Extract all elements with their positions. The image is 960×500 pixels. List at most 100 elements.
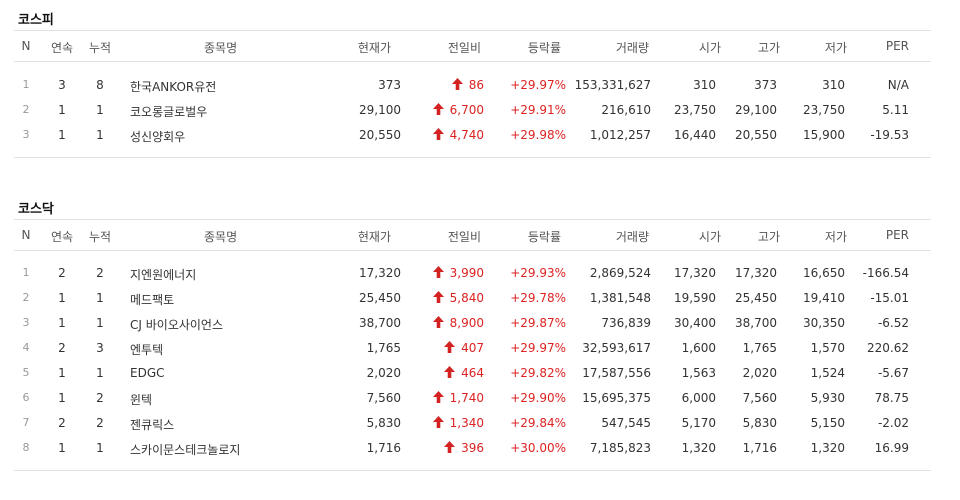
- low-price: 5,150: [810, 416, 845, 430]
- volume: 1,381,548: [589, 291, 651, 305]
- market-title: 코스닥: [18, 202, 54, 217]
- col-consecutive[interactable]: 연속: [50, 41, 74, 55]
- col-per[interactable]: PER: [885, 228, 909, 242]
- per-value: -15.01: [870, 291, 909, 305]
- cumulative-count: 1: [96, 291, 104, 305]
- up-arrow-icon: [444, 441, 456, 453]
- stock-name-link[interactable]: 성신양회우: [130, 130, 186, 144]
- change-rate: +29.97%: [510, 78, 566, 92]
- col-volume[interactable]: 거래량: [615, 41, 649, 55]
- high-price: 25,450: [735, 291, 777, 305]
- col-low[interactable]: 저가: [824, 41, 847, 55]
- volume: 15,695,375: [582, 391, 651, 405]
- open-price: 1,320: [681, 441, 716, 455]
- col-n: N: [21, 39, 31, 53]
- col-price[interactable]: 현재가: [357, 230, 391, 244]
- stock-name-link[interactable]: 윈텍: [130, 393, 153, 407]
- stock-name-link[interactable]: EDGC: [130, 366, 165, 380]
- change-rate: +29.97%: [510, 341, 566, 355]
- low-price: 23,750: [803, 103, 845, 117]
- change-value: 5,840: [432, 291, 484, 305]
- current-price: 5,830: [366, 416, 401, 430]
- change-amount: 3,990: [449, 266, 484, 280]
- col-cumulative[interactable]: 누적: [88, 41, 112, 55]
- high-price: 2,020: [742, 366, 777, 380]
- row-number: 3: [22, 316, 30, 329]
- col-rate[interactable]: 등락률: [527, 41, 561, 55]
- change-rate: +30.00%: [510, 441, 566, 455]
- open-price: 17,320: [674, 266, 716, 280]
- high-price: 38,700: [735, 316, 777, 330]
- volume: 216,610: [601, 103, 651, 117]
- table-row: 5 1 1 EDGC 2,020 464 +29.82% 17,587,556 1,563 2,0…: [14, 362, 931, 387]
- per-value: -5.67: [877, 366, 909, 380]
- cumulative-count: 1: [96, 103, 104, 117]
- col-change[interactable]: 전일비: [447, 230, 481, 244]
- stock-name-link[interactable]: 메드팩토: [130, 293, 175, 307]
- col-open[interactable]: 시가: [698, 230, 721, 244]
- col-volume[interactable]: 거래량: [615, 230, 649, 244]
- stock-name-link[interactable]: CJ 바이오사이언스: [130, 318, 224, 332]
- low-price: 1,320: [810, 441, 845, 455]
- cumulative-count: 1: [96, 128, 104, 142]
- up-arrow-icon: [432, 128, 444, 140]
- col-price[interactable]: 현재가: [357, 41, 391, 55]
- col-per[interactable]: PER: [885, 39, 909, 53]
- row-number: 5: [22, 366, 30, 379]
- col-cumulative[interactable]: 누적: [88, 230, 112, 244]
- cumulative-count: 1: [96, 366, 104, 380]
- up-arrow-icon: [432, 291, 444, 303]
- cumulative-count: 2: [96, 266, 104, 280]
- col-change[interactable]: 전일비: [447, 41, 481, 55]
- low-price: 16,650: [803, 266, 845, 280]
- table-header: N 연속 누적 종목명 현재가 전일비 등락률 거래량 시가 고가 저가 PER: [14, 30, 931, 62]
- table-row: 1 3 8 한국ANKOR유전 373 86 +29.97% 153,331,627 310 37…: [14, 74, 931, 99]
- current-price: 17,320: [359, 266, 401, 280]
- high-price: 29,100: [735, 103, 777, 117]
- change-value: 407: [444, 341, 484, 355]
- stock-name-link[interactable]: 지엔원에너지: [130, 268, 197, 282]
- current-price: 20,550: [359, 128, 401, 142]
- up-arrow-icon: [432, 416, 444, 428]
- current-price: 7,560: [366, 391, 401, 405]
- cumulative-count: 1: [96, 316, 104, 330]
- cumulative-count: 2: [96, 391, 104, 405]
- stock-name-link[interactable]: 한국ANKOR유전: [130, 80, 217, 94]
- open-price: 6,000: [681, 391, 716, 405]
- low-price: 30,350: [803, 316, 845, 330]
- cumulative-count: 3: [96, 341, 104, 355]
- up-arrow-icon: [444, 366, 456, 378]
- consecutive-days: 1: [58, 441, 66, 455]
- col-low[interactable]: 저가: [824, 230, 847, 244]
- col-high[interactable]: 고가: [757, 41, 780, 55]
- stock-name-link[interactable]: 스카이문스테크놀로지: [130, 443, 241, 457]
- up-arrow-icon: [432, 316, 444, 328]
- cumulative-count: 1: [96, 441, 104, 455]
- change-rate: +29.90%: [510, 391, 566, 405]
- change-value: 4,740: [432, 128, 484, 142]
- stock-name-link[interactable]: 젠큐릭스: [130, 418, 175, 432]
- current-price: 2,020: [366, 366, 401, 380]
- low-price: 1,570: [810, 341, 845, 355]
- table-row: 6 1 2 윈텍 7,560 1,740 +29.90% 15,695,375 6,000 7,5…: [14, 387, 931, 412]
- stock-name-link[interactable]: 엔투텍: [130, 343, 164, 357]
- table-row: 2 1 1 메드팩토 25,450 5,840 +29.78% 1,381,548 19,590…: [14, 287, 931, 312]
- change-rate: +29.87%: [510, 316, 566, 330]
- stock-name-link[interactable]: 코오롱글로벌우: [130, 105, 208, 119]
- col-high[interactable]: 고가: [757, 230, 780, 244]
- table-bottom-border: [14, 470, 931, 471]
- consecutive-days: 1: [58, 316, 66, 330]
- open-price: 23,750: [674, 103, 716, 117]
- up-arrow-icon: [432, 266, 444, 278]
- per-value: -19.53: [870, 128, 909, 142]
- row-number: 2: [22, 103, 30, 116]
- change-amount: 464: [461, 366, 484, 380]
- col-consecutive[interactable]: 연속: [50, 230, 74, 244]
- table-bottom-border: [14, 157, 931, 158]
- per-value: 16.99: [874, 441, 909, 455]
- change-value: 396: [444, 441, 484, 455]
- row-number: 3: [22, 128, 30, 141]
- per-value: -6.52: [877, 316, 909, 330]
- col-rate[interactable]: 등락률: [527, 230, 561, 244]
- col-open[interactable]: 시가: [698, 41, 721, 55]
